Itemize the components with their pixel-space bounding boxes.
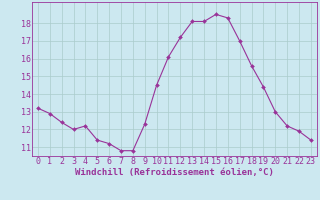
X-axis label: Windchill (Refroidissement éolien,°C): Windchill (Refroidissement éolien,°C) <box>75 168 274 177</box>
